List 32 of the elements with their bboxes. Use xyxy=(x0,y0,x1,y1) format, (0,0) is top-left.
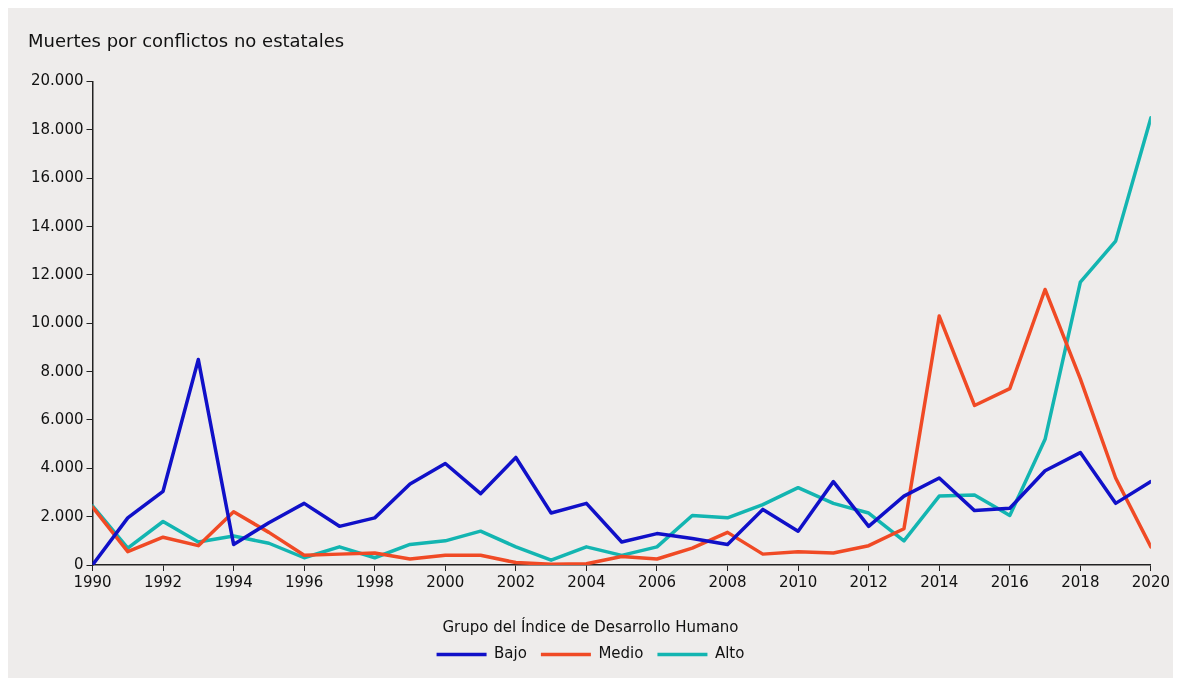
y-tick-label: 0 xyxy=(73,554,84,573)
y-tick-label: 10.000 xyxy=(30,313,84,332)
x-tick-label: 2020 xyxy=(1131,572,1171,591)
x-tick-label: 2006 xyxy=(637,572,677,591)
x-tick-label: 1990 xyxy=(73,572,112,591)
chart-title: Muertes por conflictos no estatales xyxy=(28,30,345,52)
legend-title: Grupo del Índice de Desarrollo Humano xyxy=(442,617,739,637)
x-tick-label: 2008 xyxy=(708,572,747,591)
y-tick-label: 14.000 xyxy=(30,216,84,235)
x-tick-label: 2010 xyxy=(779,572,818,591)
x-tick-label: 1996 xyxy=(285,572,324,591)
x-tick-label: 1994 xyxy=(214,572,253,591)
y-tick-label: 6.000 xyxy=(40,409,84,428)
x-tick-label: 2000 xyxy=(426,572,465,591)
y-tick-label: 20.000 xyxy=(30,71,84,90)
y-tick-label: 4.000 xyxy=(40,458,84,477)
y-tick-label: 18.000 xyxy=(30,119,84,138)
x-tick-label: 2012 xyxy=(849,572,888,591)
legend-label: Medio xyxy=(598,644,644,663)
x-tick-label: 1992 xyxy=(143,572,183,591)
y-tick-label: 8.000 xyxy=(40,361,84,380)
x-tick-label: 2004 xyxy=(567,572,606,591)
x-tick-label: 1998 xyxy=(355,572,394,591)
y-tick-label: 12.000 xyxy=(30,264,84,283)
x-tick-label: 2014 xyxy=(920,572,959,591)
legend-label: Bajo xyxy=(494,644,527,663)
y-tick-label: 16.000 xyxy=(30,168,84,187)
y-tick-label: 2.000 xyxy=(40,506,84,525)
x-tick-label: 2016 xyxy=(990,572,1029,591)
x-tick-label: 2002 xyxy=(496,572,535,591)
x-tick-label: 2018 xyxy=(1061,572,1100,591)
legend-label: Alto xyxy=(714,644,745,663)
